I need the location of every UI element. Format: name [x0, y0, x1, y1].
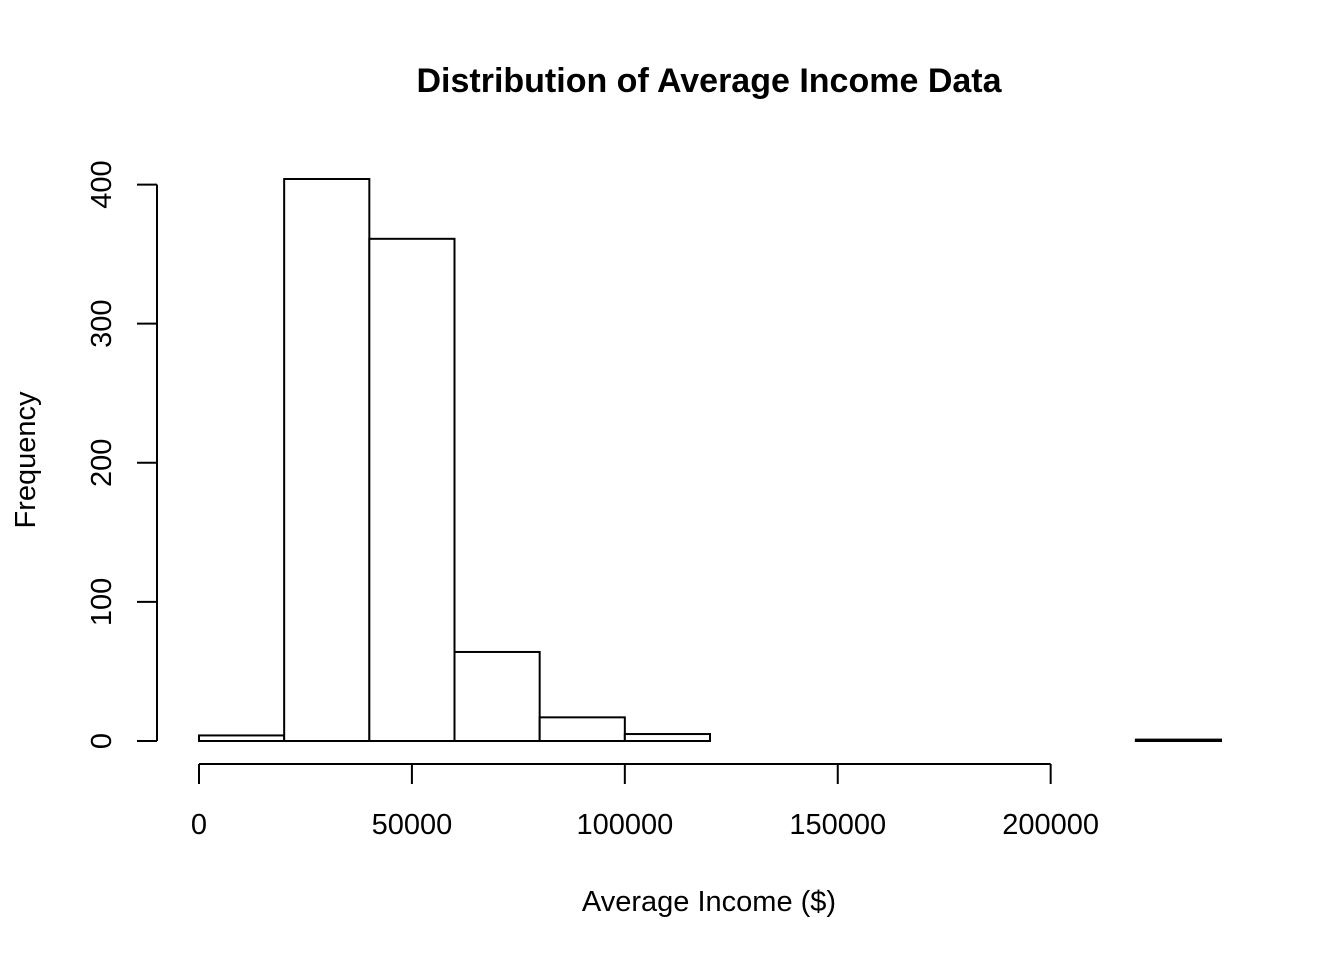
histogram-bar	[453, 650, 541, 742]
y-tick-label: 100	[86, 578, 118, 626]
x-tick-label: 200000	[1002, 809, 1099, 841]
y-tick-label: 300	[86, 299, 118, 347]
histogram-bar	[1134, 738, 1223, 742]
x-tick-label: 0	[191, 809, 207, 841]
bars-group	[198, 178, 1223, 743]
x-axis: 0 50000 100000 150000 200000	[191, 763, 1099, 841]
y-tick-label: 0	[86, 733, 118, 749]
y-axis: 0 100 200 300 400	[86, 160, 158, 749]
y-tick-label: 400	[86, 160, 118, 208]
histogram-bar	[623, 733, 711, 743]
x-tick-label: 50000	[372, 809, 453, 841]
y-axis-label: Frequency	[10, 391, 42, 529]
x-tick-label: 150000	[789, 809, 886, 841]
chart-title: Distribution of Average Income Data	[416, 62, 1002, 100]
x-tick-label: 100000	[576, 809, 673, 841]
histogram-bar	[283, 178, 371, 742]
histogram-bar	[198, 734, 286, 743]
histogram-bar	[368, 237, 456, 742]
histogram-bar	[538, 716, 626, 743]
y-tick-label: 200	[86, 439, 118, 487]
x-axis-label: Average Income ($)	[582, 886, 836, 918]
